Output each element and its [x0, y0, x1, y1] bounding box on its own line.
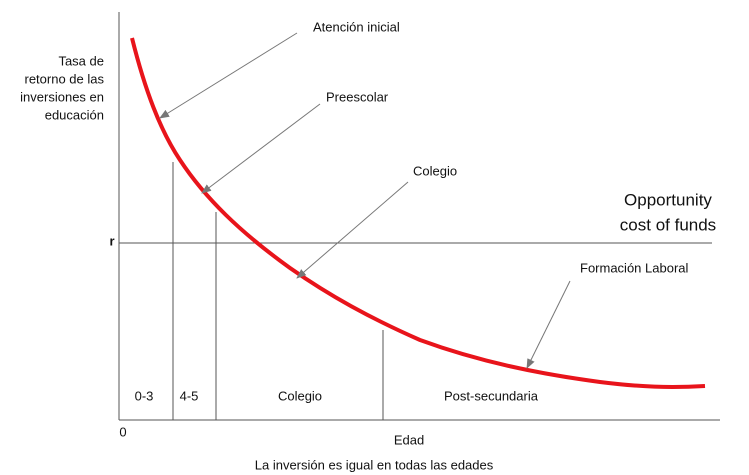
- origin-label: 0: [119, 424, 126, 439]
- y-axis-label: retorno de las: [25, 71, 105, 86]
- segment-label: 4-5: [180, 388, 199, 403]
- annotation-arrow: [526, 280, 571, 369]
- segment-label: Post-secundaria: [444, 388, 539, 403]
- opportunity-label: Opportunity: [624, 190, 712, 209]
- annotation-label: Atención inicial: [313, 19, 400, 34]
- segment-label: Colegio: [278, 388, 322, 403]
- y-axis-label: Tasa de: [58, 53, 104, 68]
- opportunity-label: cost of funds: [620, 215, 716, 234]
- rate-label: r: [109, 233, 114, 248]
- x-axis-label: Edad: [394, 432, 424, 447]
- annotation-label: Preescolar: [326, 89, 389, 104]
- return-curve: [130, 37, 706, 389]
- annotation-arrow: [296, 181, 409, 279]
- annotation-arrow: [159, 32, 298, 119]
- caption: La inversión es igual en todas las edade…: [255, 457, 494, 472]
- segment-label: 0-3: [135, 388, 154, 403]
- y-axis-label: inversiones en: [20, 89, 104, 104]
- y-axis-label: educación: [45, 107, 104, 122]
- annotation-arrow: [201, 103, 321, 194]
- annotation-label: Colegio: [413, 163, 457, 178]
- annotation-label: Formación Laboral: [580, 260, 688, 275]
